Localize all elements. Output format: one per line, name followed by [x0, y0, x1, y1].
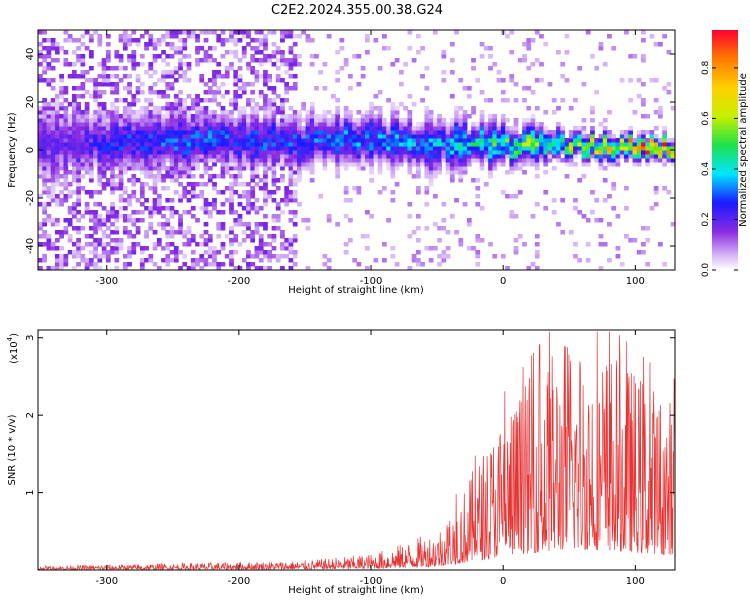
y-tick-label: 0: [25, 147, 36, 153]
colorbar-gradient: [712, 30, 738, 270]
spectrogram-heatmap: [38, 30, 676, 271]
snr-series-line: [38, 332, 675, 570]
y-tick-label: 3: [25, 335, 36, 341]
y-tick-label: 1: [25, 489, 36, 495]
x-tick-label: -300: [95, 276, 118, 287]
colorbar-tick-label: 0.4: [701, 162, 711, 177]
colorbar-tick-label: 0.8: [701, 60, 711, 75]
x-tick-label: 100: [626, 576, 645, 587]
y-tick-label: 20: [25, 96, 36, 109]
snr-y-multiplier-base: (x10: [9, 341, 20, 364]
x-tick-label: 100: [626, 276, 645, 287]
x-tick-label: -200: [228, 576, 251, 587]
figure-title: C2E2.2024.355.00.38.G24: [271, 3, 443, 18]
colorbar-tick-label: 0.0: [701, 263, 711, 278]
colorbar-label: Normalized spectral amplitude: [738, 73, 749, 227]
spectrogram-x-label: Height of straight line (km): [288, 285, 424, 296]
y-tick-label: 2: [25, 412, 36, 418]
y-tick-label: -40: [25, 238, 36, 254]
x-tick-label: 0: [500, 576, 506, 587]
svg-text:(x104): (x104): [6, 333, 20, 364]
y-tick-label: -20: [25, 190, 36, 206]
spectrogram-y-label: Frequency (Hz): [7, 112, 18, 188]
colorbar-tick-label: 0.6: [701, 111, 711, 126]
y-tick-label: 40: [25, 48, 36, 61]
x-tick-label: -300: [95, 576, 118, 587]
snr-y-ticks: 1 2 3: [25, 335, 675, 496]
snr-panel: -300 -200 -100 0 100 123 Height of straight …: [6, 330, 675, 596]
snr-y-multiplier-close: ): [9, 333, 20, 337]
x-tick-label: 0: [500, 276, 506, 287]
snr-y-multiplier: (x104): [6, 333, 20, 364]
colorbar: 0.0 0.2 0.4 0.6 0.8 Normalized spectral ampl…: [701, 30, 749, 277]
x-tick-label: -200: [228, 276, 251, 287]
colorbar-tick-label: 0.2: [701, 212, 711, 226]
snr-y-label: SNR (10 * v/v): [7, 414, 18, 485]
snr-x-label: Height of straight line (km): [288, 585, 424, 596]
